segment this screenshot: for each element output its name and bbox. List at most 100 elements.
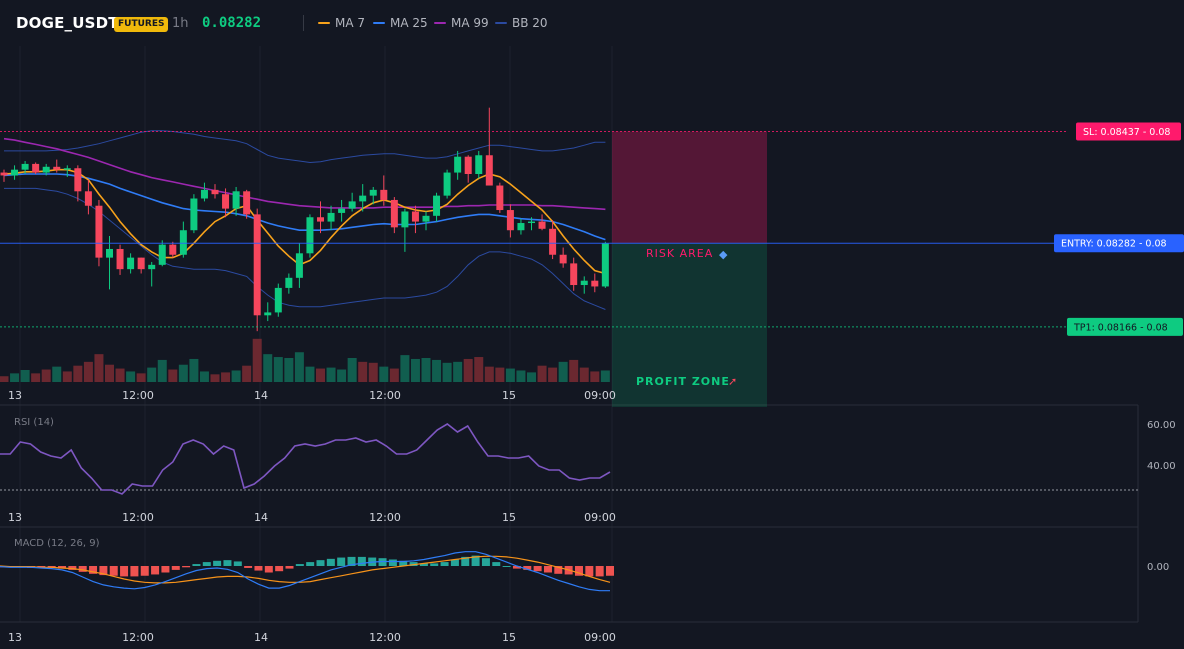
legend-ma25[interactable]: MA 25 [373, 15, 428, 31]
candle-body [506, 210, 514, 231]
legend-swatch-bb20 [495, 22, 507, 24]
candle-body [42, 166, 50, 173]
volume-bar [273, 357, 283, 382]
volume-bar [157, 359, 167, 382]
macd-histogram-bar [264, 566, 273, 573]
candle-body [21, 163, 29, 170]
macd-histogram-bar [182, 566, 191, 568]
volume-bar [453, 361, 463, 382]
candle-body [243, 191, 251, 215]
volume-bar [189, 358, 199, 382]
macd-histogram-bar [140, 566, 149, 576]
volume-bar [83, 361, 93, 382]
macd-histogram-bar [130, 566, 139, 577]
bb-upper-line [4, 130, 606, 164]
candle-body [433, 195, 441, 216]
macd-histogram-bar [388, 559, 397, 566]
bb-lower-line [4, 187, 606, 310]
candle-body [84, 191, 92, 206]
macd-x-tick-label: 14 [254, 631, 268, 644]
take-profit-label: TP1: 0.08166 - 0.08 [1073, 322, 1168, 333]
volume-bar [284, 358, 294, 382]
main-x-tick-label: 12:00 [369, 389, 401, 402]
volume-bar [537, 365, 547, 382]
chart-header: DOGE_USDT FUTURES 1h 0.08282 MA 7 MA 25 … [0, 0, 1184, 46]
macd-histogram-bar [543, 566, 552, 573]
macd-histogram-bar [450, 559, 459, 566]
shield-icon: ◆ [719, 248, 728, 261]
volume-bar [242, 365, 252, 382]
profit-zone-label: PROFIT ZONE [636, 375, 730, 388]
candle-body [591, 280, 599, 287]
macd-histogram-bar [554, 566, 563, 574]
trade-zones: ◆➚ [612, 131, 767, 407]
main-x-tick-label: 12:00 [122, 389, 154, 402]
main-time-axis: 13 12:00 14 12:00 15 09:00 [8, 389, 616, 402]
volume-bar [20, 370, 30, 382]
entry-label: ENTRY: 0.08282 - 0.08 [1061, 239, 1167, 250]
volume-bar [263, 354, 273, 382]
entry-tag [1054, 234, 1184, 253]
volume-bars [0, 338, 610, 382]
ma7-line [3, 168, 606, 275]
rsi-x-tick-label: 14 [254, 511, 268, 524]
macd-histogram-bar [316, 560, 325, 566]
legend-label-ma99: MA 99 [451, 16, 489, 30]
macd-tick-zero: 0.00 [1147, 562, 1169, 573]
timeframe-label[interactable]: 1h [172, 16, 189, 31]
rocket-icon: ➚ [728, 375, 737, 388]
macd-histogram-bar [471, 555, 480, 566]
legend-label-bb20: BB 20 [512, 16, 548, 30]
candle-body [95, 205, 103, 258]
volume-bar [484, 366, 494, 382]
candle-body [359, 195, 367, 202]
volume-bar [231, 370, 241, 382]
volume-bar [474, 357, 484, 382]
moving-averages [3, 137, 606, 275]
candle-body [200, 189, 208, 199]
legend-ma99[interactable]: MA 99 [434, 15, 489, 31]
take-profit-tag [1067, 317, 1183, 336]
volume-bar [527, 372, 536, 382]
macd-histogram-bar [244, 566, 253, 568]
header-divider [303, 15, 304, 31]
main-x-tick-label: 14 [254, 389, 268, 402]
volume-bar [421, 358, 431, 382]
symbol-name[interactable]: DOGE_USDT [16, 14, 119, 32]
macd-histogram-bar [595, 566, 604, 577]
candle-body [369, 189, 377, 196]
candle-body [222, 194, 230, 209]
legend-ma7[interactable]: MA 7 [318, 15, 365, 31]
volume-bar [516, 370, 526, 382]
rsi-x-tick-label: 12:00 [369, 511, 401, 524]
macd-x-tick-label: 13 [8, 631, 22, 644]
price-levels [0, 122, 1184, 336]
macd-histogram-bar [58, 566, 67, 569]
volume-bar [505, 368, 515, 382]
candle-body [528, 221, 535, 224]
volume-bar [41, 369, 51, 382]
macd-histogram-bar [533, 566, 542, 572]
volume-bar [600, 370, 610, 382]
macd-histogram-bar [585, 566, 594, 577]
volume-bar [168, 369, 178, 382]
ma99-line [3, 137, 606, 211]
macd-histogram-bar [233, 561, 242, 566]
macd-histogram-bar [161, 566, 170, 573]
candles [0, 107, 609, 332]
panel-labels: RSI (14) MACD (12, 26, 9) 60.00 40.00 0.… [14, 127, 1176, 573]
ma25-line [3, 173, 606, 241]
risk-area-zone [612, 131, 767, 244]
volume-bar [316, 368, 325, 382]
legend-bb20[interactable]: BB 20 [495, 15, 548, 31]
macd-histogram-bar [326, 558, 335, 566]
volume-bar [115, 368, 125, 382]
macd-histogram-bar [430, 563, 439, 566]
macd-histogram-bar [481, 558, 490, 566]
candle-body [32, 163, 40, 173]
rsi-x-tick-label: 15 [502, 511, 516, 524]
volume-bar [94, 354, 104, 382]
candle-body [338, 208, 346, 213]
candle-body [106, 248, 113, 258]
